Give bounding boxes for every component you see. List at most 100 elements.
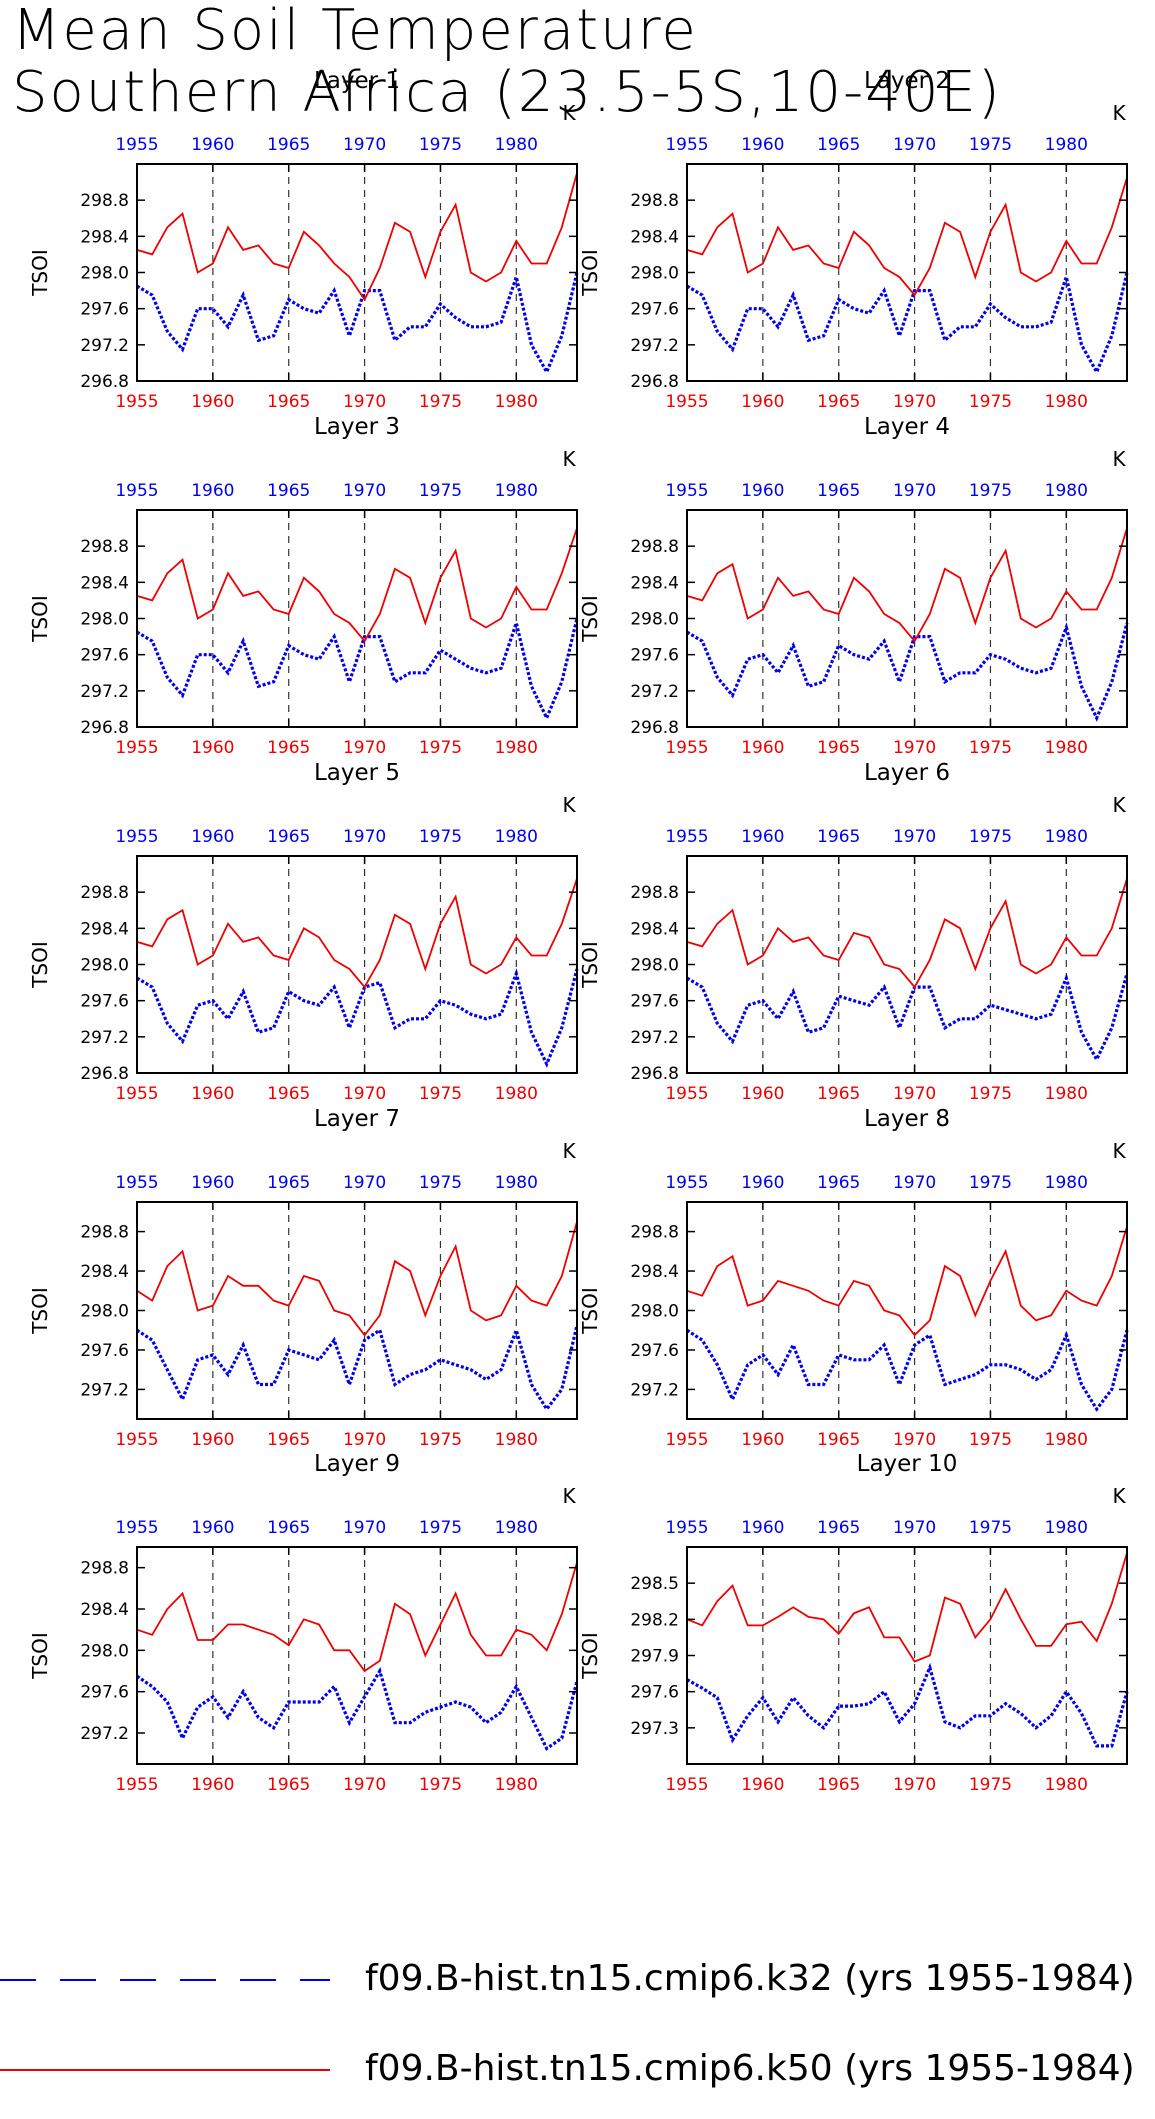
y-tick-label: 297.2 [630,1028,679,1048]
x-tick-label-top: 1960 [191,481,234,501]
x-tick-label-bottom: 1980 [495,1430,538,1450]
x-tick-label-top: 1970 [893,827,936,847]
x-tick-label-top: 1970 [343,135,386,155]
y-tick-label: 298.0 [630,610,679,630]
panel-title: Layer 3 [314,414,400,440]
y-tick-label: 297.2 [630,682,679,702]
y-tick-label: 298.4 [80,1262,129,1282]
x-tick-label-top: 1965 [267,481,310,501]
y-tick-label: 298.4 [630,573,679,593]
y-tick-label: 297.9 [630,1647,679,1667]
x-tick-label-bottom: 1975 [419,392,462,412]
y-tick-label: 298.0 [80,264,129,284]
panel-layer-5: Layer 5 K 1955 1955 1960 1960 1965 1965 1970 1970… [28,760,579,1104]
y-tick-label: 298.4 [630,227,679,247]
x-tick-label-bottom: 1980 [1045,738,1088,758]
plot-frame [686,163,1128,382]
x-tick-label-bottom: 1980 [1045,1084,1088,1104]
x-tick-label-top: 1970 [893,1518,936,1538]
x-tick-label-top: 1960 [741,1173,784,1193]
plot-frame [686,1201,1128,1420]
x-tick-label-top: 1960 [191,1518,234,1538]
series-line-k32 [136,1324,579,1412]
x-tick-label-bottom: 1970 [893,392,936,412]
x-tick-label-bottom: 1980 [495,1084,538,1104]
x-tick-label-top: 1965 [817,1518,860,1538]
y-axis-label: TSOI [28,941,52,989]
x-tick-label-bottom: 1965 [267,1084,310,1104]
y-tick-label: 296.8 [80,1064,129,1084]
y-tick-label: 297.3 [630,1719,679,1739]
plot-frame [136,855,578,1074]
x-tick-label-bottom: 1975 [969,1775,1012,1795]
x-tick-label-bottom: 1975 [419,1430,462,1450]
x-tick-label-top: 1975 [419,481,462,501]
y-tick-label: 298.8 [80,883,129,903]
panel-layer-3: Layer 3 K 1955 1955 1960 1960 1965 1965 1970 1970… [28,414,579,758]
x-tick-label-top: 1955 [115,827,158,847]
series-line-k50 [136,878,578,989]
y-tick-label: 296.8 [630,718,679,738]
y-tick-label: 298.4 [630,919,679,939]
x-tick-label-bottom: 1960 [741,1084,784,1104]
x-tick-label-bottom: 1970 [893,1084,936,1104]
y-tick-label: 297.6 [630,1341,679,1361]
x-tick-label-bottom: 1965 [267,738,310,758]
x-tick-label-bottom: 1955 [115,392,158,412]
x-tick-label-bottom: 1955 [665,1430,708,1450]
panel-layer-4: Layer 4 K 1955 1955 1960 1960 1965 1965 1970 1970… [578,414,1129,758]
y-tick-label: 298.8 [630,191,679,211]
y-tick-label: 297.6 [80,992,129,1012]
y-axis-label: TSOI [578,1287,602,1335]
series-line-k50 [136,1221,578,1337]
panel-title: Layer 2 [864,68,950,94]
panel-layer-9: Layer 9 K 1955 1955 1960 1960 1965 1965 1970 1970… [28,1451,579,1795]
x-tick-label-top: 1970 [893,481,936,501]
x-tick-label-top: 1955 [665,827,708,847]
panel-title: Layer 1 [314,68,400,94]
y-tick-label: 297.2 [630,1380,679,1400]
x-tick-label-bottom: 1960 [741,392,784,412]
x-tick-label-top: 1980 [495,481,538,501]
x-tick-label-top: 1970 [343,481,386,501]
units-label: K [1112,101,1126,125]
x-tick-label-bottom: 1975 [419,738,462,758]
x-tick-label-top: 1980 [1045,1518,1088,1538]
x-tick-label-top: 1970 [893,1173,936,1193]
plot-frame [136,163,578,382]
y-tick-label: 297.6 [630,992,679,1012]
x-tick-label-top: 1970 [893,135,936,155]
y-tick-label: 298.0 [630,956,679,976]
y-axis-label: TSOI [28,595,52,643]
plot-frame [686,1546,1128,1765]
series-line-k32 [136,1667,579,1751]
series-line-k50 [686,878,1128,989]
x-tick-label-top: 1980 [1045,1173,1088,1193]
x-tick-label-bottom: 1955 [115,1775,158,1795]
x-tick-label-bottom: 1970 [893,738,936,758]
units-label: K [1112,447,1126,471]
units-label: K [1112,1139,1126,1163]
x-tick-label-top: 1960 [191,135,234,155]
x-tick-label-bottom: 1980 [495,392,538,412]
panel-layer-1: Layer 1 K 1955 1955 1960 1960 1965 1965 1970 1970… [28,68,579,412]
y-tick-label: 297.6 [630,1683,679,1703]
series-line-k32 [136,617,579,722]
legend-label-k50: f09.B-hist.tn15.cmip6.k50 (yrs 1955-1984… [365,2048,1135,2089]
panel-title: Layer 10 [857,1451,958,1477]
y-axis-label: TSOI [28,1287,52,1335]
series-line-k32 [686,1328,1129,1412]
y-tick-label: 298.0 [80,610,129,630]
x-tick-label-bottom: 1960 [191,738,234,758]
page-title-line-1: Mean Soil Temperature [12,0,698,63]
x-tick-label-bottom: 1960 [191,1775,234,1795]
y-tick-label: 298.4 [80,573,129,593]
x-tick-label-bottom: 1965 [267,392,310,412]
units-label: K [562,1139,576,1163]
series-line-k50 [686,1226,1128,1337]
x-tick-label-bottom: 1955 [665,738,708,758]
x-tick-label-bottom: 1970 [343,1084,386,1104]
x-tick-label-top: 1955 [115,1518,158,1538]
units-label: K [562,793,576,817]
x-tick-label-bottom: 1965 [267,1430,310,1450]
